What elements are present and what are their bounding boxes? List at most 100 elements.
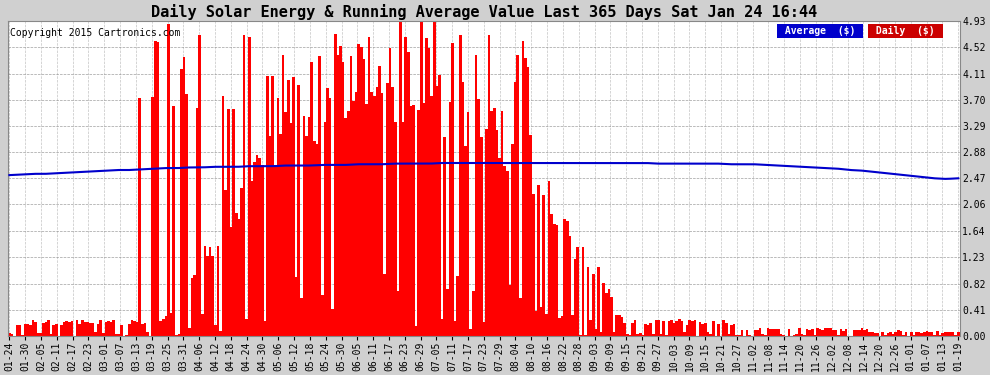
Bar [897,330,900,336]
Bar [540,307,543,336]
Bar [485,129,488,336]
Bar [326,88,329,336]
Bar [94,332,97,336]
Bar [420,21,423,336]
Bar [532,194,535,336]
Bar [42,323,45,336]
Bar [222,96,225,336]
Bar [837,335,840,336]
Bar [547,181,550,336]
Bar [748,335,751,336]
Bar [943,332,946,336]
Bar [574,259,576,336]
Bar [365,104,368,336]
Bar [290,123,292,336]
Bar [196,108,198,336]
Bar [368,37,370,336]
Bar [193,274,196,336]
Bar [951,332,954,336]
Bar [102,333,105,336]
Bar [448,102,451,336]
Bar [316,144,319,336]
Bar [563,219,566,336]
Bar [243,35,246,336]
Bar [581,247,584,336]
Bar [136,322,139,336]
Bar [404,38,407,336]
Bar [566,220,568,336]
Bar [493,108,496,336]
Bar [86,322,89,336]
Bar [225,190,227,336]
Bar [503,166,506,336]
Bar [24,324,27,336]
Bar [238,219,241,336]
Bar [756,330,759,336]
Bar [498,159,501,336]
Bar [212,256,214,336]
Bar [177,334,180,336]
Bar [126,335,128,336]
Bar [717,324,720,336]
Bar [707,332,709,336]
Bar [342,62,345,336]
Bar [19,325,21,336]
Bar [397,291,399,336]
Bar [300,298,303,336]
Bar [824,328,827,336]
Bar [822,330,824,336]
Text: Average  ($): Average ($) [779,26,861,36]
Bar [723,320,725,336]
Bar [634,320,637,336]
Bar [814,335,816,336]
Bar [308,117,311,336]
Bar [801,334,803,336]
Bar [506,171,509,336]
Bar [241,188,243,336]
Bar [276,98,279,336]
Bar [162,319,164,336]
Bar [597,267,600,336]
Bar [954,335,957,336]
Bar [587,267,589,336]
Bar [84,322,86,336]
Bar [809,330,811,336]
Bar [461,82,464,336]
Bar [214,326,217,336]
Bar [198,34,201,336]
Bar [113,320,115,336]
Bar [425,38,428,336]
Bar [579,335,581,336]
Bar [81,320,84,336]
Bar [381,93,383,336]
Bar [282,55,284,336]
Bar [691,321,694,336]
Bar [840,329,842,336]
Bar [860,328,863,336]
Bar [248,37,250,336]
Bar [766,328,769,336]
Bar [496,130,498,336]
Bar [360,47,362,336]
Bar [204,246,206,336]
Bar [517,55,519,336]
Bar [154,40,156,336]
Bar [806,328,809,336]
Bar [357,44,360,336]
Bar [40,333,42,336]
Bar [488,35,490,336]
Bar [858,330,860,336]
Bar [284,112,287,336]
Bar [787,329,790,336]
Bar [918,332,921,336]
Bar [863,330,865,336]
Bar [144,323,147,336]
Bar [527,67,530,336]
Bar [941,333,943,336]
Bar [345,118,346,336]
Bar [509,285,511,336]
Bar [324,122,326,336]
Bar [702,324,704,336]
Bar [105,322,107,336]
Bar [147,332,148,336]
